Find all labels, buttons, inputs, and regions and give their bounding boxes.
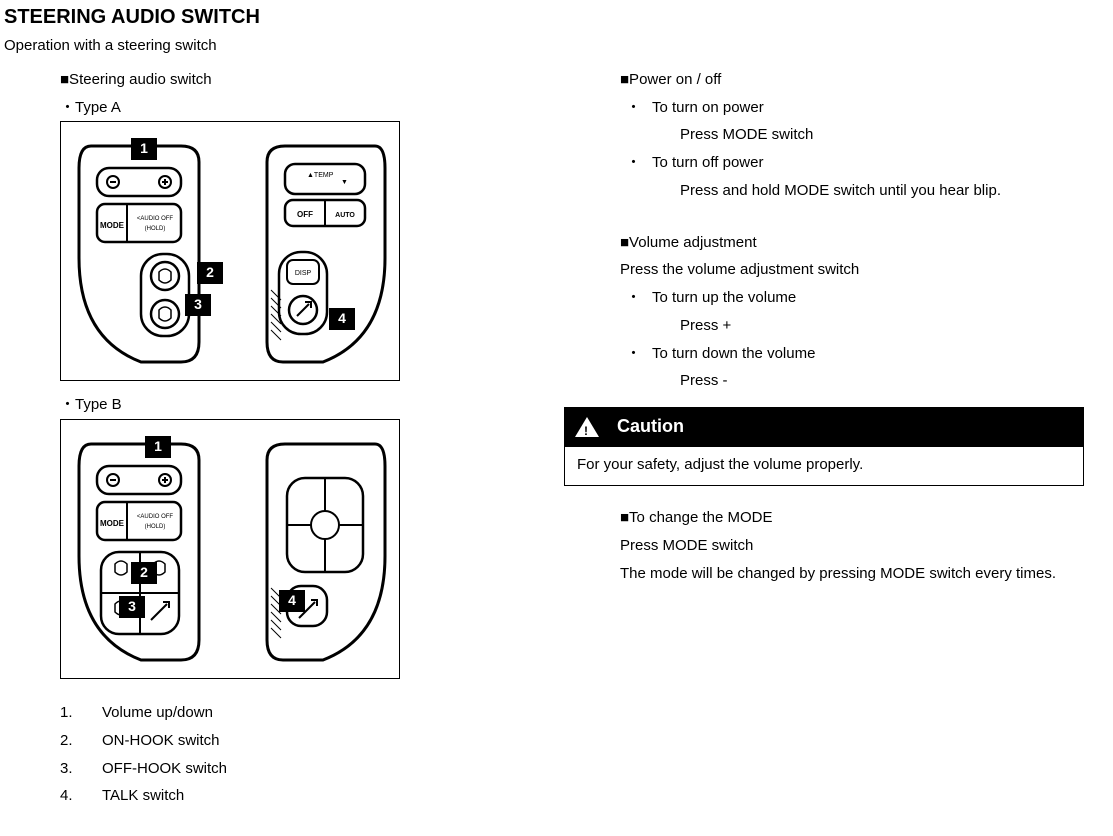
power-on-label: To turn on power [652, 94, 764, 122]
legend-list: 1. Volume up/down 2. ON-HOOK switch 3. O… [60, 699, 564, 810]
caution-body: For your safety, adjust the volume prope… [565, 447, 1083, 485]
power-off-action: Press and hold MODE switch until you hea… [620, 177, 1084, 205]
steering-pad-left-b: MODE <AUDIO OFF (HOLD) [71, 436, 211, 664]
svg-text:▼: ▼ [341, 179, 348, 186]
legend-num: 1. [60, 699, 102, 727]
page-title: STEERING AUDIO SWITCH [4, 4, 1109, 30]
svg-text:MODE: MODE [100, 221, 125, 230]
steering-switch-heading: ■Steering audio switch [60, 66, 564, 94]
volume-down-label: To turn down the volume [652, 340, 815, 368]
mode-line1: Press MODE switch [620, 532, 1084, 560]
bullet-icon: ・ [620, 340, 652, 368]
legend-num: 4. [60, 782, 102, 810]
legend-text: OFF-HOOK switch [102, 755, 227, 783]
bullet-icon: ・ [620, 149, 652, 177]
svg-text:MODE: MODE [100, 519, 125, 528]
callout-3: 3 [185, 294, 211, 316]
type-a-diagram: MODE <AUDIO OFF (HOLD) ▲TEMP ▼ [60, 121, 400, 381]
type-a-label: ・Type A [60, 94, 564, 122]
steering-pad-right-a: ▲TEMP ▼ OFF AUTO DISP [257, 140, 387, 364]
callout-3b: 3 [119, 596, 145, 618]
steering-pad-right-b [257, 438, 387, 662]
power-off-label: To turn off power [652, 149, 763, 177]
type-b-label: ・Type B [60, 391, 564, 419]
caution-box: Caution For your safety, adjust the volu… [564, 407, 1084, 486]
bullet-icon: ・ [620, 284, 652, 312]
legend-text: ON-HOOK switch [102, 727, 220, 755]
callout-1: 1 [131, 138, 157, 160]
caution-header: Caution [565, 408, 1083, 447]
legend-text: TALK switch [102, 782, 184, 810]
bullet-icon: ・ [620, 94, 652, 122]
svg-text:▲TEMP: ▲TEMP [307, 172, 334, 179]
svg-text:<AUDIO OFF: <AUDIO OFF [137, 216, 174, 222]
volume-up-label: To turn up the volume [652, 284, 796, 312]
volume-intro: Press the volume adjustment switch [620, 256, 1084, 284]
callout-4b: 4 [279, 590, 305, 612]
type-b-diagram: MODE <AUDIO OFF (HOLD) [60, 419, 400, 679]
callout-2: 2 [197, 262, 223, 284]
legend-row-3: 3. OFF-HOOK switch [60, 755, 564, 783]
power-on-action: Press MODE switch [620, 121, 1084, 149]
left-column: ■Steering audio switch ・Type A MODE [4, 66, 564, 810]
svg-text:DISP: DISP [295, 270, 312, 277]
mode-line2: The mode will be changed by pressing MOD… [620, 560, 1084, 588]
legend-row-4: 4. TALK switch [60, 782, 564, 810]
svg-text:(HOLD): (HOLD) [145, 524, 166, 530]
volume-heading: ■Volume adjustment [620, 229, 1084, 257]
svg-text:AUTO: AUTO [335, 212, 355, 219]
volume-down-action: Press - [620, 367, 1084, 395]
power-heading: ■Power on / off [620, 66, 1084, 94]
right-column: ■Power on / off ・ To turn on power Press… [564, 66, 1084, 810]
volume-up-action: Press + [620, 312, 1084, 340]
legend-row-1: 1. Volume up/down [60, 699, 564, 727]
legend-text: Volume up/down [102, 699, 213, 727]
warning-triangle-icon [575, 417, 599, 437]
legend-num: 3. [60, 755, 102, 783]
legend-num: 2. [60, 727, 102, 755]
callout-1b: 1 [145, 436, 171, 458]
svg-text:<AUDIO OFF: <AUDIO OFF [137, 514, 174, 520]
svg-text:(HOLD): (HOLD) [145, 226, 166, 232]
page-subtitle: Operation with a steering switch [4, 32, 1109, 60]
legend-row-2: 2. ON-HOOK switch [60, 727, 564, 755]
svg-text:OFF: OFF [297, 210, 313, 219]
mode-heading: ■To change the MODE [620, 504, 1084, 532]
callout-2b: 2 [131, 562, 157, 584]
caution-title: Caution [617, 410, 684, 443]
callout-4: 4 [329, 308, 355, 330]
steering-pad-left-a: MODE <AUDIO OFF (HOLD) [71, 138, 211, 366]
